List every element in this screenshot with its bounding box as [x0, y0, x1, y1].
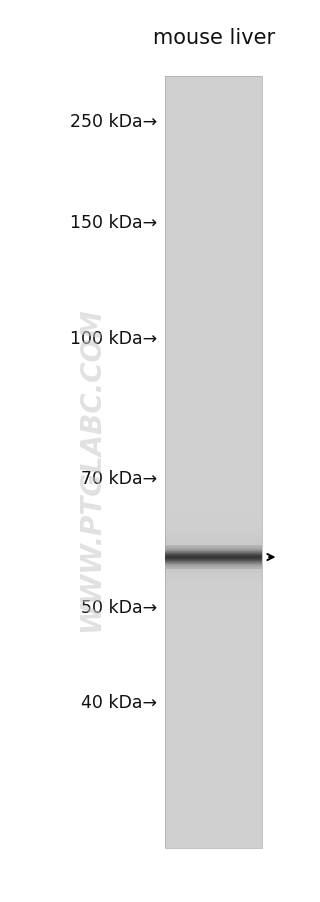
Bar — [165, 510, 262, 514]
Bar — [165, 605, 262, 610]
Text: 50 kDa→: 50 kDa→ — [81, 598, 157, 616]
Bar — [165, 578, 262, 583]
Bar — [165, 583, 262, 587]
Bar — [165, 587, 262, 592]
Text: 70 kDa→: 70 kDa→ — [81, 469, 157, 487]
Bar — [165, 528, 262, 532]
Bar — [165, 574, 262, 578]
Bar — [165, 596, 262, 601]
Bar — [165, 514, 262, 519]
Bar — [165, 601, 262, 605]
Bar — [165, 505, 262, 510]
Text: 100 kDa→: 100 kDa→ — [70, 329, 157, 347]
Bar — [165, 77, 262, 848]
Bar — [165, 523, 262, 528]
Bar — [165, 501, 262, 505]
Text: 40 kDa→: 40 kDa→ — [81, 693, 157, 711]
Text: mouse liver: mouse liver — [153, 28, 276, 48]
Text: 250 kDa→: 250 kDa→ — [70, 113, 157, 131]
Bar — [165, 77, 262, 848]
Bar — [165, 532, 262, 537]
Bar — [165, 610, 262, 614]
Bar — [165, 519, 262, 523]
Bar — [165, 569, 262, 574]
Bar — [165, 537, 262, 541]
Bar — [165, 592, 262, 596]
Bar — [165, 541, 262, 546]
Text: WWW.PTGLABC.COM: WWW.PTGLABC.COM — [77, 307, 105, 631]
Text: 150 kDa→: 150 kDa→ — [70, 214, 157, 232]
